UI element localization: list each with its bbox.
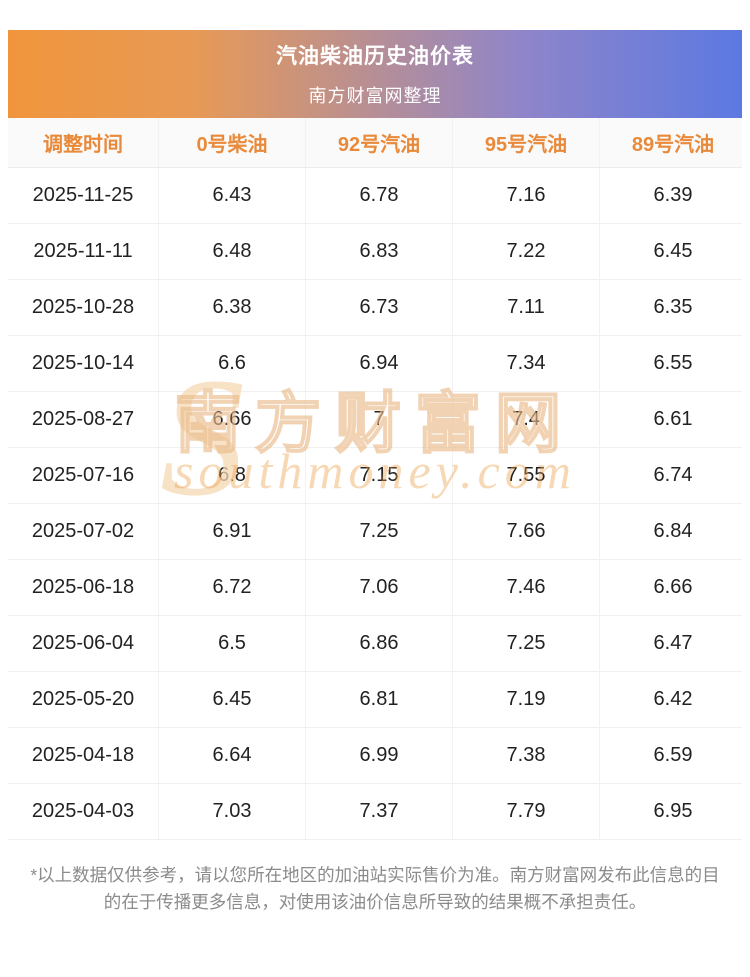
table-row: 2025-10-28 6.38 6.73 7.11 6.35 bbox=[8, 280, 742, 336]
row-date: 2025-06-04 bbox=[31, 632, 135, 654]
row-value: 6.39 bbox=[599, 168, 746, 223]
column-header-date: 调整时间 bbox=[43, 134, 123, 156]
row-value: 6.73 bbox=[305, 280, 452, 335]
row-value: 6.6 bbox=[158, 336, 305, 391]
row-value: 6.61 bbox=[599, 392, 746, 447]
row-date: 2025-07-16 bbox=[31, 464, 135, 486]
row-value: 7.15 bbox=[305, 448, 452, 503]
row-value: 6.78 bbox=[305, 168, 452, 223]
row-value: 7.34 bbox=[452, 336, 599, 391]
row-value: 6.99 bbox=[305, 728, 452, 783]
row-date: 2025-04-03 bbox=[31, 800, 135, 822]
table-row: 2025-11-25 6.43 6.78 7.16 6.39 bbox=[8, 168, 742, 224]
row-date: 2025-11-11 bbox=[33, 240, 133, 262]
row-value: 6.83 bbox=[305, 224, 452, 279]
row-value: 7.25 bbox=[305, 504, 452, 559]
disclaimer-text: *以上数据仅供参考，请以您所在地区的加油站实际售价为准。南方财富网发布此信息的目… bbox=[30, 865, 720, 913]
table-body: 2025-11-25 6.43 6.78 7.16 6.39 2025-11-11 6.48… bbox=[8, 168, 742, 840]
row-value: 7.06 bbox=[305, 560, 452, 615]
price-table: 调整时间 0号柴油 92号汽油 95号汽油 89号汽油 2025-11-25 6.… bbox=[8, 118, 742, 840]
table-row: 2025-05-20 6.45 6.81 7.19 6.42 bbox=[8, 672, 742, 728]
column-header-gas-89: 89号汽油 bbox=[599, 118, 746, 167]
row-date: 2025-11-25 bbox=[32, 184, 134, 206]
page-title: 汽油柴油历史油价表 bbox=[276, 45, 474, 68]
row-date: 2025-07-02 bbox=[31, 520, 135, 542]
row-date: 2025-05-20 bbox=[31, 688, 135, 710]
row-value: 6.66 bbox=[158, 392, 305, 447]
table-row: 2025-10-14 6.6 6.94 7.34 6.55 bbox=[8, 336, 742, 392]
row-value: 6.5 bbox=[158, 616, 305, 671]
table-row: 2025-04-03 7.03 7.37 7.79 6.95 bbox=[8, 784, 742, 840]
table-row: 2025-04-18 6.64 6.99 7.38 6.59 bbox=[8, 728, 742, 784]
row-value: 6.64 bbox=[158, 728, 305, 783]
row-value: 6.74 bbox=[599, 448, 746, 503]
row-value: 7.79 bbox=[452, 784, 599, 839]
row-value: 6.38 bbox=[158, 280, 305, 335]
row-value: 6.55 bbox=[599, 336, 746, 391]
row-value: 7.11 bbox=[452, 280, 599, 335]
row-value: 6.8 bbox=[158, 448, 305, 503]
column-header-gas-95: 95号汽油 bbox=[452, 118, 599, 167]
table-header-row: 调整时间 0号柴油 92号汽油 95号汽油 89号汽油 bbox=[8, 118, 742, 168]
row-date: 2025-08-27 bbox=[31, 408, 135, 430]
row-value: 7.19 bbox=[452, 672, 599, 727]
table-row: 2025-11-11 6.48 6.83 7.22 6.45 bbox=[8, 224, 742, 280]
row-value: 6.47 bbox=[599, 616, 746, 671]
row-value: 6.59 bbox=[599, 728, 746, 783]
row-value: 6.94 bbox=[305, 336, 452, 391]
row-value: 6.35 bbox=[599, 280, 746, 335]
row-value: 6.66 bbox=[599, 560, 746, 615]
row-value: 6.95 bbox=[599, 784, 746, 839]
row-date: 2025-10-14 bbox=[31, 352, 135, 374]
row-value: 7.66 bbox=[452, 504, 599, 559]
column-header-gas-92: 92号汽油 bbox=[305, 118, 452, 167]
row-value: 6.86 bbox=[305, 616, 452, 671]
page-subtitle: 南方财富网整理 bbox=[308, 86, 442, 106]
row-value: 7.16 bbox=[452, 168, 599, 223]
row-value: 7.22 bbox=[452, 224, 599, 279]
table-row: 2025-07-02 6.91 7.25 7.66 6.84 bbox=[8, 504, 742, 560]
row-value: 7.46 bbox=[452, 560, 599, 615]
row-value: 7.37 bbox=[305, 784, 452, 839]
row-value: 7.55 bbox=[452, 448, 599, 503]
row-value: 6.48 bbox=[158, 224, 305, 279]
row-value: 6.91 bbox=[158, 504, 305, 559]
row-value: 7 bbox=[305, 392, 452, 447]
table-row: 2025-06-18 6.72 7.06 7.46 6.66 bbox=[8, 560, 742, 616]
row-value: 6.72 bbox=[158, 560, 305, 615]
row-value: 6.45 bbox=[599, 224, 746, 279]
banner: 汽油柴油历史油价表 南方财富网整理 bbox=[8, 30, 742, 118]
row-value: 7.38 bbox=[452, 728, 599, 783]
row-value: 6.81 bbox=[305, 672, 452, 727]
row-value: 7.03 bbox=[158, 784, 305, 839]
row-date: 2025-06-18 bbox=[31, 576, 135, 598]
row-value: 6.42 bbox=[599, 672, 746, 727]
row-date: 2025-10-28 bbox=[31, 296, 135, 318]
column-header-diesel-0: 0号柴油 bbox=[158, 118, 305, 167]
row-value: 7.25 bbox=[452, 616, 599, 671]
row-value: 6.45 bbox=[158, 672, 305, 727]
row-date: 2025-04-18 bbox=[31, 744, 135, 766]
row-value: 7.4 bbox=[452, 392, 599, 447]
row-value: 6.43 bbox=[158, 168, 305, 223]
table-row: 2025-07-16 6.8 7.15 7.55 6.74 bbox=[8, 448, 742, 504]
table-row: 2025-08-27 6.66 7 7.4 6.61 bbox=[8, 392, 742, 448]
table-row: 2025-06-04 6.5 6.86 7.25 6.47 bbox=[8, 616, 742, 672]
row-value: 6.84 bbox=[599, 504, 746, 559]
